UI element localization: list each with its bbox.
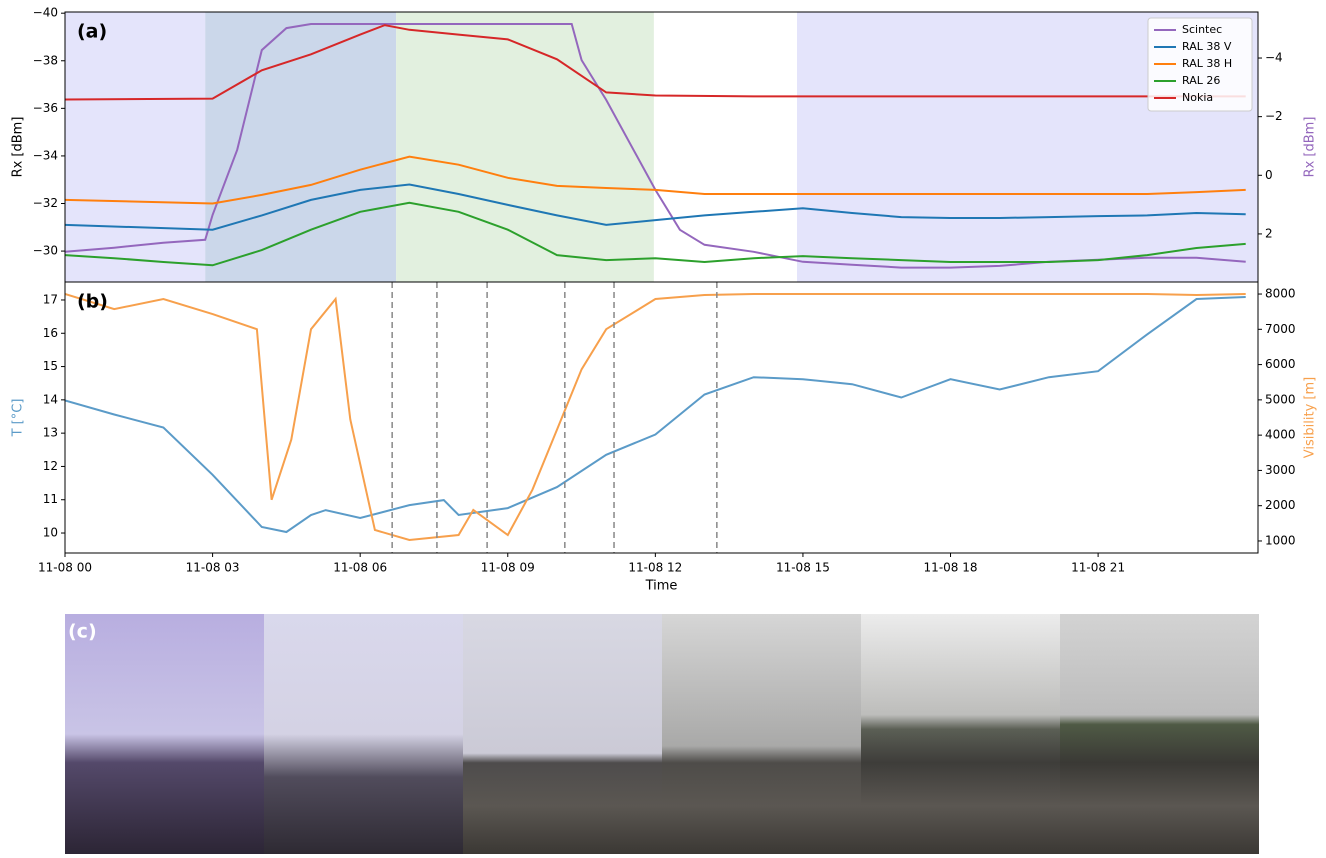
plot-area <box>65 12 1258 282</box>
series-line <box>65 24 1246 101</box>
y2-tick-label: 6000 <box>1265 357 1296 371</box>
y-tick-label: 15 <box>43 359 58 373</box>
panel-label: (c) <box>68 621 97 643</box>
y2-tick-label: 5000 <box>1265 392 1296 406</box>
x-tick-label: 11-08 03 <box>186 561 240 575</box>
x-tick-label: 11-08 06 <box>333 561 387 575</box>
y-tick-label: −38 <box>33 53 58 67</box>
photo <box>1060 614 1259 854</box>
y-tick-label: 13 <box>43 426 58 440</box>
y-tick-label: −40 <box>33 6 58 20</box>
shaded-span <box>205 12 397 282</box>
series-line <box>65 296 1246 534</box>
legend-label: Scintec <box>1182 23 1222 36</box>
y-tick-label: −30 <box>33 244 58 258</box>
y-tick-label: 10 <box>43 526 58 540</box>
y-tick-label: 11 <box>43 492 58 506</box>
x-tick-label: 11-08 09 <box>481 561 535 575</box>
legend-label: RAL 38 V <box>1182 40 1232 53</box>
x-tick-label: 11-08 15 <box>776 561 830 575</box>
plot: −40 −38 −36 −34 −32 −30 −4 −2 0 2 Rx [dBm] Rx [dBm]… <box>11 6 1318 283</box>
photo <box>264 614 463 854</box>
x-tick-label: 11-08 18 <box>924 561 978 575</box>
photo <box>463 614 662 854</box>
y-tick-label: 16 <box>43 326 58 340</box>
series-line <box>65 183 1246 231</box>
series-line <box>65 155 1246 205</box>
legend-box <box>1147 17 1253 112</box>
series-line <box>65 23 1246 269</box>
legend: Scintec RAL 38 V RAL 38 H RAL 26 Nokia <box>1147 17 1253 112</box>
x-axis-title: Time <box>645 579 678 594</box>
plot: 10 11 12 13 14 15 16 17 1000 2000 3000 4000 5000 6000… <box>11 281 1318 594</box>
y-tick-label: −34 <box>33 148 58 162</box>
y2-tick-label: 8000 <box>1265 287 1296 301</box>
y-axis-title: Rx [dBm] <box>11 117 26 178</box>
legend-label: Nokia <box>1182 91 1213 104</box>
y2-axis-title: Visibility [m] <box>1303 377 1318 458</box>
photo <box>861 614 1060 854</box>
series-line <box>65 293 1246 542</box>
photo <box>65 614 264 854</box>
legend-label: RAL 38 H <box>1182 57 1232 70</box>
y2-tick-label: 2000 <box>1265 498 1296 512</box>
y-axis-title: T [°C] <box>11 399 26 438</box>
panel-label: (b) <box>77 291 108 313</box>
y-tick-label: 17 <box>43 292 58 306</box>
y2-tick-label: 0 <box>1265 168 1273 182</box>
y2-axis-title: Rx [dBm] <box>1303 117 1318 178</box>
x-tick-label: 11-08 12 <box>628 561 682 575</box>
y2-tick-label: −4 <box>1265 51 1283 65</box>
y-tick-label: 12 <box>43 459 58 473</box>
panel-label: (a) <box>77 21 107 43</box>
x-tick-label: 11-08 21 <box>1071 561 1125 575</box>
photo-strip: (c) <box>65 614 1259 854</box>
y2-tick-label: 1000 <box>1265 533 1296 547</box>
y2-tick-label: 4000 <box>1265 428 1296 442</box>
series-line <box>65 201 1246 267</box>
legend-label: RAL 26 <box>1182 74 1220 87</box>
y2-tick-label: 7000 <box>1265 322 1296 336</box>
y-tick-label: 14 <box>43 392 58 406</box>
plot-area <box>65 282 1246 553</box>
y2-tick-label: −2 <box>1265 109 1283 123</box>
y2-tick-label: 2 <box>1265 226 1273 240</box>
x-tick-label: 11-08 00 <box>38 561 92 575</box>
photo <box>662 614 861 854</box>
y-tick-label: −36 <box>33 101 58 115</box>
y2-tick-label: 3000 <box>1265 463 1296 477</box>
shaded-span <box>396 12 654 282</box>
shaded-span <box>65 12 206 282</box>
y-tick-label: −32 <box>33 196 58 210</box>
plot-frame <box>64 281 1259 554</box>
